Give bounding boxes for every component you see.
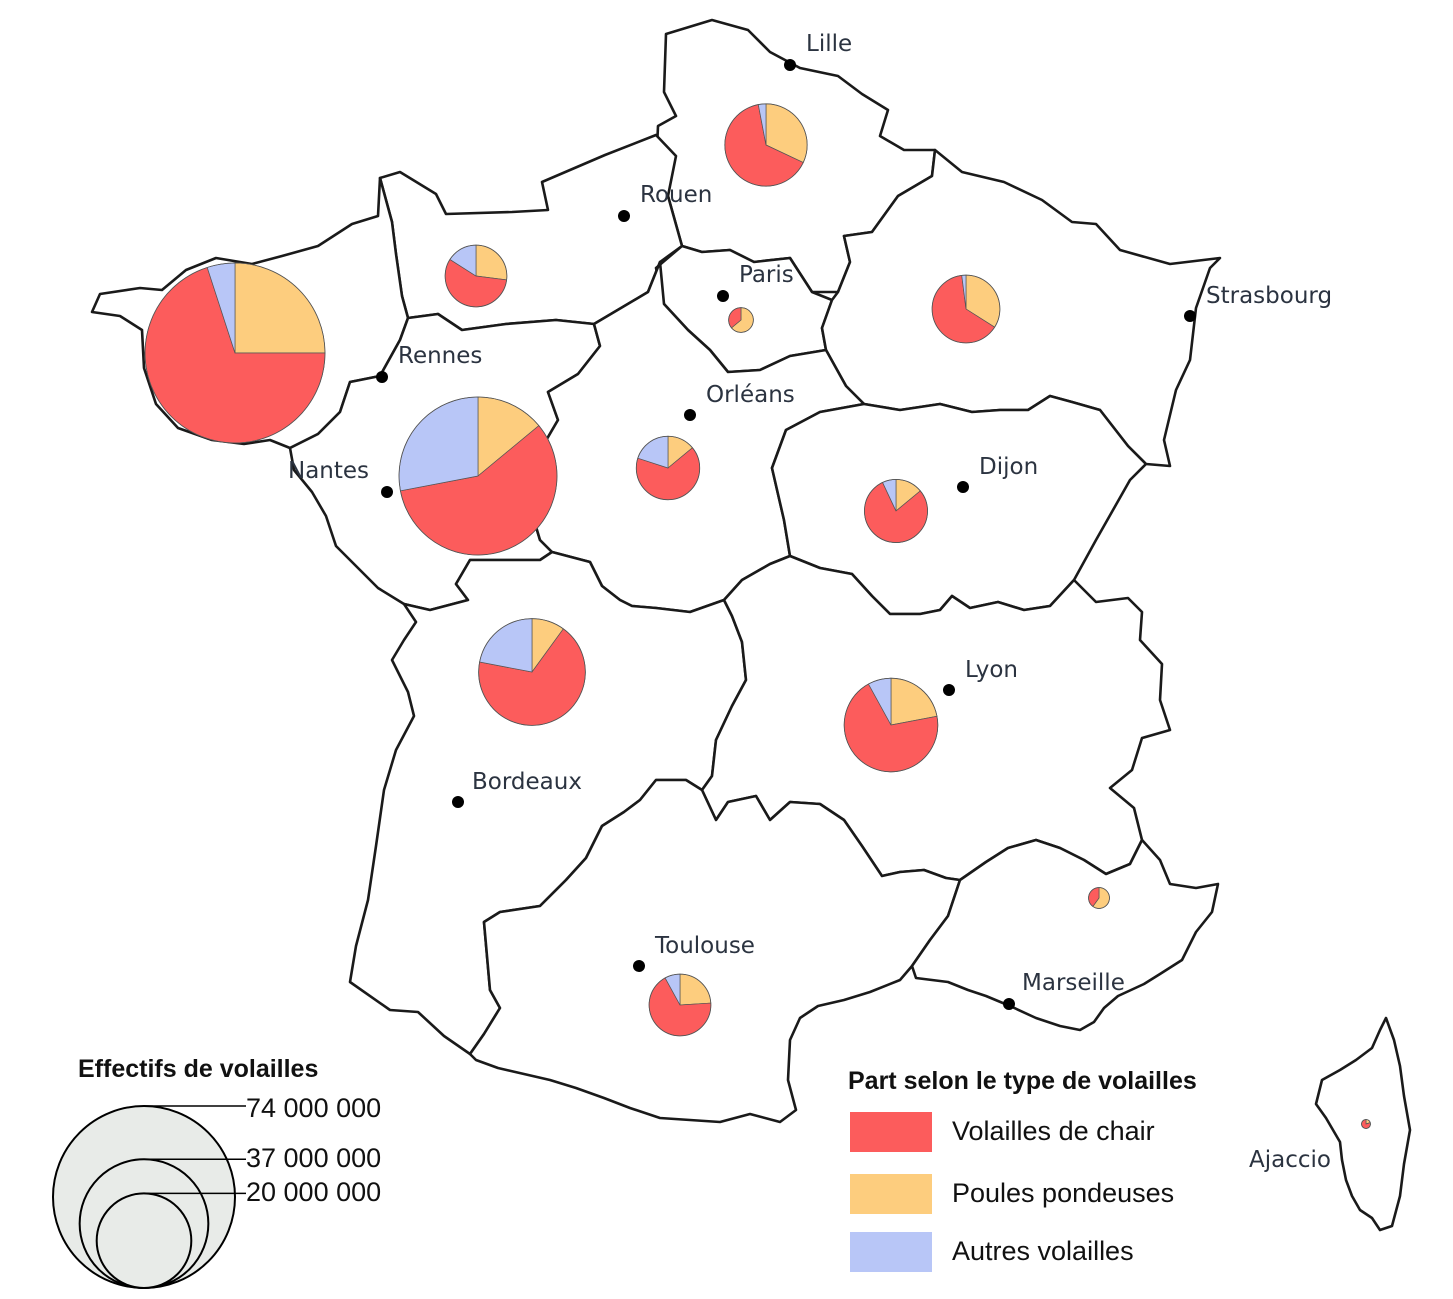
pies-layer [144,103,1371,1129]
city-dot-orleans [684,409,696,421]
legend-swatch-pondeuses [850,1174,932,1214]
size-legend: Effectifs de volailles 74 000 000 37 000 … [52,1055,381,1290]
pie-outline-occitanie [648,973,712,1037]
city-label-paris: Paris [739,262,794,288]
city-label-rennes: Rennes [398,343,482,369]
pie-outline-nouvelle-aquitaine [478,618,586,726]
city-label-ajaccio: Ajaccio [1249,1147,1331,1173]
legend-label-chair: Volailles de chair [952,1116,1155,1146]
city-label-nantes: Nantes [288,458,369,484]
city-label-lyon: Lyon [965,657,1018,683]
city-dot-rennes [376,371,388,383]
size-legend-circle-2 [95,1192,193,1290]
pie-corse [1361,1119,1371,1129]
city-label-orleans: Orléans [706,382,795,408]
city-label-dijon: Dijon [979,454,1038,480]
city-dot-nantes [381,486,393,498]
legend-label-pondeuses: Poules pondeuses [952,1178,1174,1208]
size-legend-label-1: 37 000 000 [246,1143,381,1173]
legend-swatch-autres [850,1232,932,1272]
size-legend-title: Effectifs de volailles [78,1055,318,1083]
city-label-strasbourg: Strasbourg [1206,283,1332,309]
city-label-marseille: Marseille [1022,970,1125,996]
city-dot-lyon [943,684,955,696]
pie-occitanie [648,973,712,1037]
pie-hauts-de-france [724,103,808,187]
pie-outline-provence-alpes-cote-d-azur [1088,887,1110,909]
pie-ile-de-france [728,307,754,333]
city-label-toulouse: Toulouse [654,933,755,959]
type-legend-items: Volailles de chair Poules pondeuses Autres… [850,1112,1174,1272]
city-dot-toulouse [633,960,645,972]
pie-outline-corse [1361,1119,1371,1129]
size-legend-label-2: 20 000 000 [246,1177,381,1207]
pie-bourgogne-franche-comte [864,479,928,543]
city-dot-bordeaux [452,796,464,808]
pie-outline-normandie [444,244,508,308]
pie-pays-de-la-loire [398,396,558,556]
type-legend: Part selon le type de volailles Volaille… [848,1067,1197,1272]
pie-normandie [444,244,508,308]
city-dot-dijon [957,481,969,493]
city-label-rouen: Rouen [640,182,712,208]
pie-auvergne-rhone-alpes [843,677,939,773]
pie-outline-grand-est [931,274,1001,344]
region-provence-alpes-cote-d-azur [910,838,1220,1032]
pie-grand-est [931,274,1001,344]
city-dot-marseille [1003,998,1015,1010]
city-dot-lille [784,59,796,71]
pie-outline-hauts-de-france [724,103,808,187]
size-legend-label-0: 74 000 000 [246,1093,381,1123]
cities-layer: Lille Rouen Paris Strasbourg Rennes Orléans Na… [288,31,1332,1173]
city-dot-strasbourg [1184,310,1196,322]
city-label-bordeaux: Bordeaux [472,769,582,795]
city-label-lille: Lille [806,31,852,57]
pie-nouvelle-aquitaine [478,618,586,726]
type-legend-title: Part selon le type de volailles [848,1067,1197,1095]
pie-bretagne [144,262,326,444]
pie-outline-ile-de-france [728,307,754,333]
pie-provence-alpes-cote-d-azur [1088,887,1110,909]
city-dot-paris [717,290,729,302]
legend-label-autres: Autres volailles [952,1236,1134,1266]
pie-outline-auvergne-rhone-alpes [843,677,939,773]
size-legend-items: 74 000 000 37 000 000 20 000 000 [52,1093,381,1290]
pie-outline-bretagne [144,262,326,444]
regions-layer [90,18,1412,1232]
pie-outline-pays-de-la-loire [398,396,558,556]
pie-centre-val-de-loire [635,435,701,501]
city-dot-rouen [618,210,630,222]
legend-swatch-chair [850,1112,932,1152]
pie-outline-bourgogne-franche-comte [864,479,928,543]
pie-outline-centre-val-de-loire [635,435,701,501]
